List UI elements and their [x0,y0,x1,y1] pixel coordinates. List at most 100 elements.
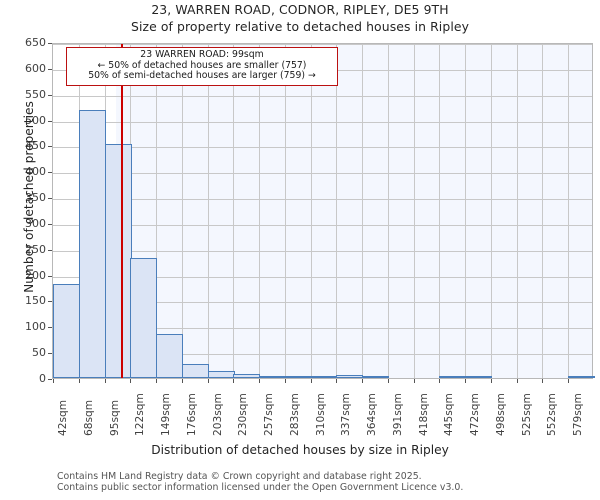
gridline-horizontal [53,328,592,330]
x-axis-tick-label: 122sqm [134,393,147,436]
x-axis-title: Distribution of detached houses by size … [151,443,449,457]
y-axis-tick-mark [48,223,52,225]
gridline-horizontal [53,44,592,45]
x-axis-tick-mark [490,379,492,383]
histogram-bar [259,375,286,378]
gridline-vertical [285,44,286,378]
annotation-line-2: ← 50% of detached houses are smaller (75… [97,59,307,71]
y-axis-tick-label: 500 [25,113,46,127]
histogram-bar [53,283,80,378]
gridline-vertical [568,44,569,378]
gridline-horizontal [53,250,592,252]
annotation-line-3: 50% of semi-detached houses are larger (… [88,70,316,82]
x-axis-tick-label: 68sqm [82,399,95,436]
gridline-horizontal [53,199,592,201]
gridline-horizontal [53,121,592,123]
histogram-bar [285,376,312,378]
y-axis-tick-label: 350 [25,191,46,205]
gridline-horizontal [53,302,592,304]
y-axis-tick-label: 300 [25,216,46,230]
histogram-bar [568,376,595,378]
gridline-horizontal [53,276,592,278]
y-axis-tick-label: 400 [25,165,46,179]
gridline-vertical [388,44,389,378]
x-axis-tick-mark [78,379,80,383]
y-axis-tick-label: 150 [25,294,46,308]
x-axis-tick-label: 445sqm [443,393,456,436]
chart-title-block: 23, WARREN ROAD, CODNOR, RIPLEY, DE5 9TH… [0,2,600,35]
property-annotation-box: 23 WARREN ROAD: 99sqm ← 50% of detached … [66,47,338,86]
y-axis-tick-label: 600 [25,61,46,75]
histogram-bar [311,376,338,378]
chart-subtitle: Size of property relative to detached ho… [130,19,470,34]
y-axis-tick-label: 250 [25,242,46,256]
x-axis-tick-mark [207,379,209,383]
x-axis-tick-mark [465,379,467,383]
x-axis-tick-label: 283sqm [288,393,301,436]
y-axis-tick-mark [48,94,52,96]
x-axis-tick-mark [181,379,183,383]
gridline-vertical [362,44,363,378]
gridline-horizontal [53,147,592,149]
x-axis-tick-mark [413,379,415,383]
histogram-bar [336,375,363,378]
y-axis-tick-mark [48,249,52,251]
x-axis-tick-mark [542,379,544,383]
histogram-bar [130,258,157,378]
histogram-bar [233,374,260,378]
x-axis-tick-mark [387,379,389,383]
x-axis-tick-label: 391sqm [391,393,404,436]
y-axis-tick-label: 100 [25,320,46,334]
gridline-vertical [233,44,234,378]
gridline-vertical [311,44,312,378]
x-axis-tick-mark [336,379,338,383]
y-axis-tick-label: 450 [25,139,46,153]
y-axis-tick-mark [48,327,52,329]
x-axis-tick-label: 364sqm [366,393,379,436]
histogram-bar [156,334,183,378]
y-axis-tick-mark [48,120,52,122]
gridline-horizontal [53,224,592,226]
x-axis-tick-label: 42sqm [57,399,69,436]
gridline-horizontal [53,173,592,175]
footer-attribution: Contains HM Land Registry data © Crown c… [57,471,577,493]
y-axis-tick-mark [48,198,52,200]
x-axis-tick-label: 498sqm [494,393,507,436]
gridline-vertical [336,44,337,378]
x-axis-tick-label: 176sqm [185,393,198,436]
annotation-line-1: 23 WARREN ROAD: 99sqm [140,49,264,60]
x-axis-tick-mark [439,379,441,383]
x-axis-tick-mark [310,379,312,383]
y-axis-tick-mark [48,68,52,70]
x-axis-tick-mark [284,379,286,383]
y-axis-tick-label: 550 [25,87,46,101]
y-axis-tick-label: 200 [25,268,46,282]
x-axis-tick-label: 203sqm [211,393,224,436]
gridline-vertical [414,44,415,378]
gridline-horizontal [53,354,592,356]
plot-area [52,43,595,379]
y-axis-tick-label: 0 [39,372,46,385]
x-axis-tick-mark [156,379,158,383]
footer-line-2: Contains public sector information licen… [57,482,464,494]
histogram-bar [439,376,466,378]
x-axis-tick-label: 149sqm [160,393,173,436]
y-axis-tick-label: 50 [32,346,46,360]
x-axis-tick-label: 418sqm [417,393,430,436]
y-axis-tick-mark [48,172,52,174]
x-axis-tick-label: 257sqm [263,393,276,436]
histogram-bar [465,376,492,378]
gridline-vertical [208,44,209,378]
x-axis-tick-label: 525sqm [520,393,533,436]
x-axis-tick-mark [104,379,106,383]
gridline-vertical [465,44,466,378]
page-title: 23, WARREN ROAD, CODNOR, RIPLEY, DE5 9TH [151,2,449,17]
gridline-vertical [259,44,260,378]
y-axis-title: Number of detached properties [22,101,36,293]
y-axis-tick-mark [48,146,52,148]
x-axis-tick-mark [53,379,54,383]
y-axis-tick-mark [48,379,52,380]
x-axis-tick-label: 472sqm [469,393,482,436]
x-axis-tick-label: 552sqm [546,393,559,436]
